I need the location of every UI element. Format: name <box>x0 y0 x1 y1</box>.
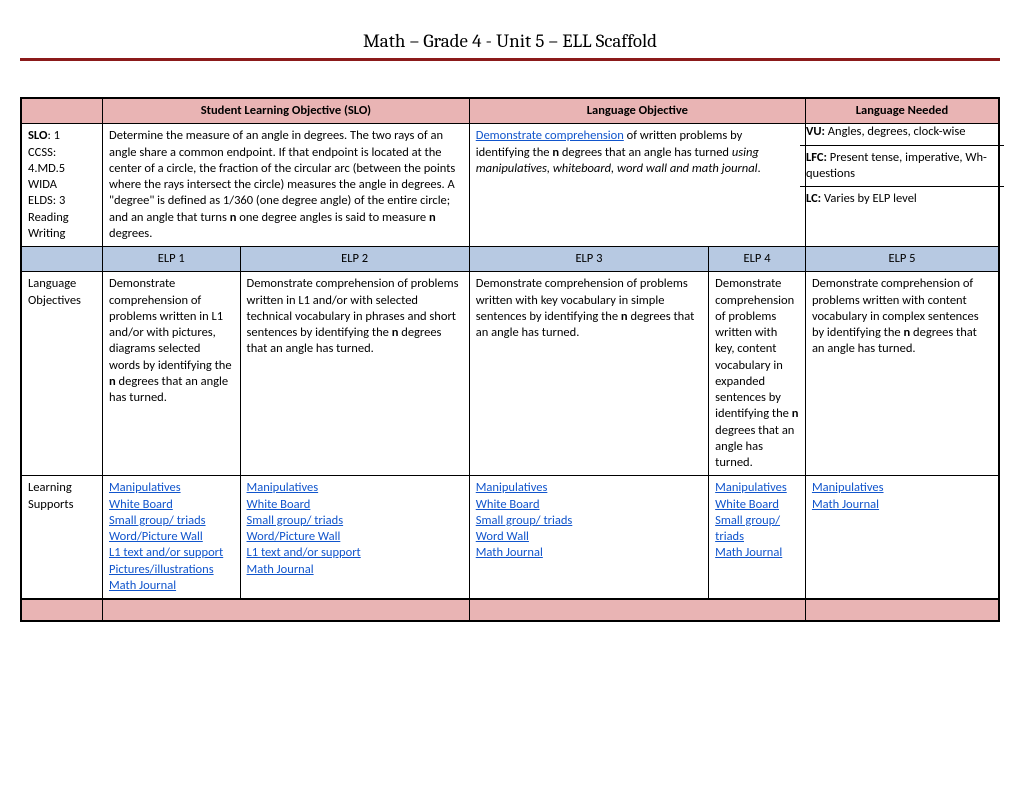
header-lang-obj: Language Objective <box>469 98 805 124</box>
support-link[interactable]: Small group/ triads <box>247 513 344 528</box>
lo-elp5: Demonstrate comprehension of problems wr… <box>805 272 999 476</box>
header-blank <box>21 98 103 124</box>
lo4-n: n <box>792 406 799 421</box>
support-link[interactable]: Manipulatives <box>247 480 319 495</box>
lo4-pre: Demonstrate comprehension of problems wr… <box>715 276 794 421</box>
sup-elp3: Manipulatives White BoardSmall group/ tri… <box>469 476 708 599</box>
support-link[interactable]: White Board <box>247 497 311 512</box>
lo1-post: degrees that an angle has turned. <box>109 374 228 405</box>
support-link[interactable]: Small group/ triads <box>109 513 206 528</box>
footer-c2 <box>103 599 470 621</box>
support-link[interactable]: Math Journal <box>476 545 543 560</box>
support-link[interactable]: White Board <box>715 497 779 512</box>
wida-label: WIDA <box>28 177 57 192</box>
support-link[interactable]: Pictures/illustrations <box>109 562 214 577</box>
sup-elp1: Manipulatives White BoardSmall group/ tri… <box>103 476 241 599</box>
support-link[interactable]: Math Journal <box>247 562 314 577</box>
footer-c3 <box>469 599 805 621</box>
lo1-n: n <box>109 374 116 389</box>
support-link[interactable]: White Board <box>476 497 540 512</box>
lfc-label: LFC: <box>806 150 827 165</box>
lang-needed-cell: VU: Angles, degrees, clock-wise LFC: Pre… <box>805 124 999 247</box>
slo-p3: degrees. <box>109 226 152 241</box>
vu-label: VU: <box>806 124 825 139</box>
lo-elp4: Demonstrate comprehension of problems wr… <box>709 272 806 476</box>
lo-elp3: Demonstrate comprehension of problems wr… <box>469 272 708 476</box>
slo-label: SLO <box>28 128 47 143</box>
footer-c4 <box>805 599 999 621</box>
lo-mid2: degrees that an angle has turned <box>559 145 732 160</box>
lo4-post: degrees that an angle has turned. <box>715 423 794 471</box>
title-rule <box>20 58 1000 61</box>
lc-text: Varies by ELP level <box>821 191 917 206</box>
support-link[interactable]: Word Wall <box>476 529 529 544</box>
sup-elp4: Manipulatives White BoardSmall group/ tri… <box>709 476 806 599</box>
slo-num: : 1 <box>47 128 60 143</box>
scaffold-table: Student Learning Objective (SLO) Languag… <box>20 97 1000 622</box>
lo3-n: n <box>621 309 628 324</box>
main-content-row: SLO: 1 CCSS: 4.MD.5 WIDA ELDS: 3 Reading… <box>21 124 999 247</box>
support-link[interactable]: Manipulatives <box>812 480 884 495</box>
lo-period: . <box>758 161 761 176</box>
row-label-supports: Learning Supports <box>21 476 103 599</box>
lfc-text: Present tense, imperative, Wh- questions <box>806 150 987 181</box>
slo-p2: one degree angles is said to measure <box>236 210 429 225</box>
row-label-lang-obj: Language Objectives <box>21 272 103 476</box>
reading-label: Reading <box>28 210 69 225</box>
demonstrate-link[interactable]: Demonstrate comprehension <box>476 128 624 143</box>
support-link[interactable]: Math Journal <box>109 578 176 593</box>
elds-label: ELDS: 3 <box>28 193 65 208</box>
elp-2: ELP 2 <box>240 247 469 272</box>
header-slo: Student Learning Objective (SLO) <box>103 98 470 124</box>
footer-row <box>21 599 999 621</box>
lo-elp2: Demonstrate comprehension of problems wr… <box>240 272 469 476</box>
lang-objectives-row: Language Objectives Demonstrate comprehe… <box>21 272 999 476</box>
support-link[interactable]: Math Journal <box>812 497 879 512</box>
slo-text-cell: Determine the measure of an angle in deg… <box>103 124 470 247</box>
support-link[interactable]: Manipulatives <box>715 480 787 495</box>
ccss-label: CCSS: <box>28 145 56 160</box>
page-title: Math – Grade 4 - Unit 5 – ELL Scaffold <box>20 30 1000 52</box>
support-link[interactable]: Word/Picture Wall <box>247 529 341 544</box>
support-link[interactable]: White Board <box>109 497 173 512</box>
support-link[interactable]: Small group/ triads <box>476 513 573 528</box>
support-link[interactable]: Math Journal <box>715 545 782 560</box>
vu-text: Angles, degrees, clock-wise <box>825 124 966 139</box>
support-link[interactable]: Word/Picture Wall <box>109 529 203 544</box>
elp-blank <box>21 247 103 272</box>
slo-n2: n <box>429 210 436 225</box>
elp-5: ELP 5 <box>805 247 999 272</box>
writing-label: Writing <box>28 226 65 241</box>
elp-3: ELP 3 <box>469 247 708 272</box>
support-link[interactable]: L1 text and/or support <box>247 545 361 560</box>
learning-supports-row: Learning Supports Manipulatives White Boa… <box>21 476 999 599</box>
lang-obj-text-cell: Demonstrate comprehension of written pro… <box>469 124 805 247</box>
lo1-pre: Demonstrate comprehension of problems wr… <box>109 276 232 372</box>
elp-header-row: ELP 1 ELP 2 ELP 3 ELP 4 ELP 5 <box>21 247 999 272</box>
elp-1: ELP 1 <box>103 247 241 272</box>
elp-4: ELP 4 <box>709 247 806 272</box>
vu-block: VU: Angles, degrees, clock-wise <box>800 120 1004 145</box>
sup-elp5: Manipulatives Math Journal <box>805 476 999 599</box>
lo-elp1: Demonstrate comprehension of problems wr… <box>103 272 241 476</box>
lc-label: LC: <box>806 191 821 206</box>
left-meta-cell: SLO: 1 CCSS: 4.MD.5 WIDA ELDS: 3 Reading… <box>21 124 103 247</box>
sup-elp2: Manipulatives White BoardSmall group/ tri… <box>240 476 469 599</box>
lc-block: LC: Varies by ELP level <box>800 187 1004 211</box>
support-link[interactable]: Manipulatives <box>476 480 548 495</box>
footer-c1 <box>21 599 103 621</box>
support-link[interactable]: Manipulatives <box>109 480 181 495</box>
support-link[interactable]: Small group/ triads <box>715 513 780 544</box>
ccss-code: 4.MD.5 <box>28 161 65 176</box>
lfc-block: LFC: Present tense, imperative, Wh- ques… <box>800 146 1004 188</box>
support-link[interactable]: L1 text and/or support <box>109 545 223 560</box>
